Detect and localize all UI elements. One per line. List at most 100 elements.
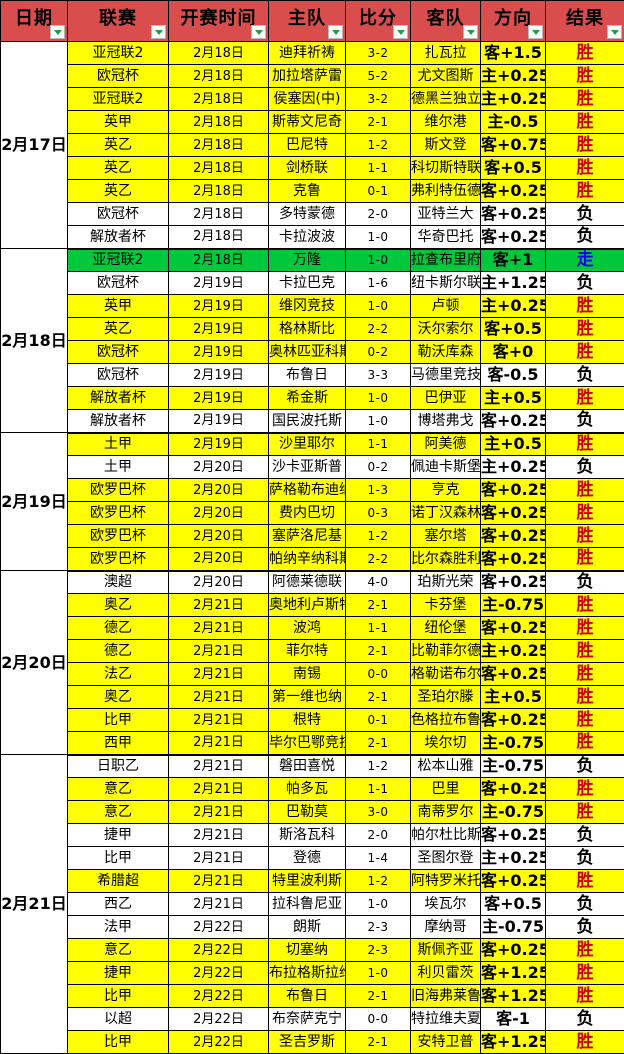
cell-home: 毕尔巴鄂竞技 xyxy=(269,732,346,755)
filter-dropdown-icon[interactable] xyxy=(528,25,543,39)
cell-direction: 客+0.25 xyxy=(481,180,546,203)
cell-time: 2月18日 xyxy=(169,180,269,203)
cell-away: 纽伦堡 xyxy=(411,617,481,640)
cell-time: 2月18日 xyxy=(169,88,269,111)
column-header-score[interactable]: 比分 xyxy=(346,1,411,42)
cell-home: 波鸿 xyxy=(269,617,346,640)
cell-score: 2-1 xyxy=(346,594,411,617)
cell-time: 2月22日 xyxy=(169,916,269,939)
cell-league: 欧冠杯 xyxy=(68,65,169,88)
filter-dropdown-icon[interactable] xyxy=(328,25,343,39)
filter-dropdown-icon[interactable] xyxy=(151,25,166,39)
cell-home: 奥林匹亚科斯 xyxy=(269,341,346,364)
cell-result: 胜 xyxy=(546,686,624,709)
cell-result: 胜 xyxy=(546,939,624,962)
date-group-cell: 2月18日 xyxy=(1,249,68,433)
column-header-away[interactable]: 客队 xyxy=(411,1,481,42)
cell-home: 菲尔特 xyxy=(269,640,346,663)
column-header-time[interactable]: 开赛时间 xyxy=(169,1,269,42)
cell-league: 奥乙 xyxy=(68,594,169,617)
cell-league: 英乙 xyxy=(68,318,169,341)
cell-away: 尤文图斯 xyxy=(411,65,481,88)
filter-dropdown-icon[interactable] xyxy=(463,25,478,39)
cell-home: 巴尼特 xyxy=(269,134,346,157)
column-header-home[interactable]: 主队 xyxy=(269,1,346,42)
filter-dropdown-icon[interactable] xyxy=(607,25,622,39)
column-header-date[interactable]: 日期 xyxy=(1,1,68,42)
cell-score: 3-2 xyxy=(346,42,411,65)
cell-league: 英甲 xyxy=(68,111,169,134)
column-header-result[interactable]: 结果 xyxy=(546,1,624,42)
cell-result: 负 xyxy=(546,226,624,249)
cell-home: 侯塞因(中) xyxy=(269,88,346,111)
cell-score: 2-3 xyxy=(346,916,411,939)
filter-dropdown-icon[interactable] xyxy=(393,25,408,39)
cell-away: 摩纳哥 xyxy=(411,916,481,939)
cell-home: 圣吉罗斯 xyxy=(269,1031,346,1054)
cell-result: 胜 xyxy=(546,180,624,203)
cell-home: 希金斯 xyxy=(269,387,346,410)
cell-time: 2月21日 xyxy=(169,732,269,755)
cell-home: 斯蒂文尼奇 xyxy=(269,111,346,134)
cell-result: 胜 xyxy=(546,732,624,755)
filter-dropdown-icon[interactable] xyxy=(50,25,65,39)
cell-score: 1-0 xyxy=(346,226,411,249)
cell-score: 0-0 xyxy=(346,663,411,686)
cell-score: 1-0 xyxy=(346,387,411,410)
cell-direction: 客+0.25 xyxy=(481,548,546,571)
cell-home: 沙卡亚斯普 xyxy=(269,456,346,479)
cell-away: 圣珀尔滕 xyxy=(411,686,481,709)
cell-direction: 主+1.25 xyxy=(481,272,546,295)
cell-time: 2月21日 xyxy=(169,640,269,663)
cell-away: 特拉维夫夏普尔 xyxy=(411,1008,481,1031)
filter-dropdown-icon[interactable] xyxy=(251,25,266,39)
column-header-league[interactable]: 联赛 xyxy=(68,1,169,42)
cell-time: 2月19日 xyxy=(169,272,269,295)
column-header-direction[interactable]: 方向 xyxy=(481,1,546,42)
